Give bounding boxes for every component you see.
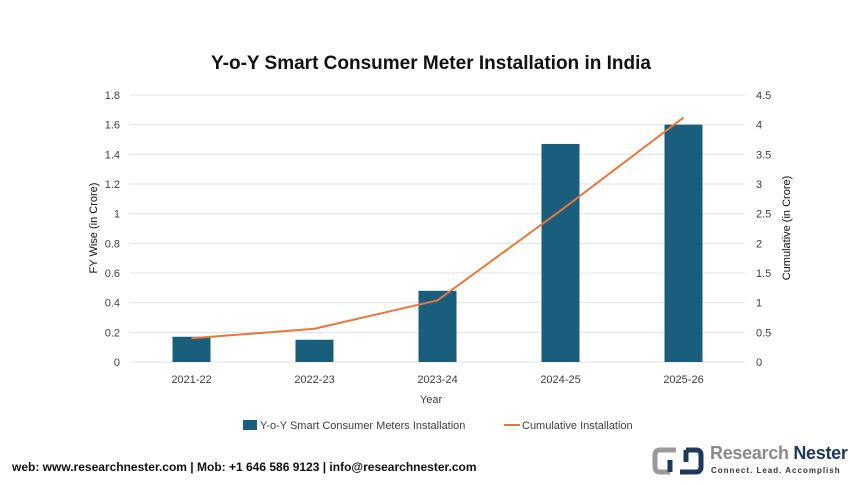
y2-tick-label: 3.5	[756, 149, 771, 161]
x-axis-label: Year	[420, 394, 443, 406]
y2-tick-label: 4	[756, 120, 762, 132]
chart-title: Y-o-Y Smart Consumer Meter Installation …	[211, 53, 651, 74]
x-tick-label: 2024-25	[540, 374, 580, 386]
legend-bar-label: Y-o-Y Smart Consumer Meters Installation	[260, 420, 465, 432]
logo-name: Research Nester	[710, 443, 848, 463]
y2-axis-label: Cumulative (in Crore)	[781, 176, 793, 281]
y2-tick-label: 1.5	[756, 268, 771, 280]
footer-contact: web: www.researchnester.com | Mob: +1 64…	[12, 460, 477, 474]
bar	[418, 290, 457, 362]
y-tick-label: 1.8	[105, 90, 120, 102]
y-tick-label: 0.8	[105, 238, 120, 250]
y-tick-label: 1.6	[105, 120, 120, 132]
y2-tick-label: 0.5	[756, 327, 771, 339]
y2-tick-label: 4.5	[756, 90, 771, 102]
x-tick-label: 2021-22	[171, 374, 211, 386]
logo-tagline: Connect. Lead. Accomplish	[711, 466, 841, 475]
x-tick-label: 2022-23	[294, 374, 334, 386]
y2-tick-label: 2	[756, 238, 762, 250]
y-tick-label: 0	[114, 357, 120, 369]
x-tick-label: 2025-26	[663, 374, 703, 386]
legend-line-label: Cumulative Installation	[522, 420, 633, 432]
y-tick-label: 0.6	[105, 268, 120, 280]
y-tick-label: 1	[114, 209, 120, 221]
y-axis-label: FY Wise (in Crore)	[88, 183, 100, 274]
y-tick-label: 0.2	[105, 327, 120, 339]
y2-tick-label: 3	[756, 179, 762, 191]
bar	[295, 339, 334, 362]
y-tick-label: 1.2	[105, 179, 120, 191]
legend-bar-swatch	[243, 420, 257, 430]
x-tick-label: 2023-24	[417, 374, 457, 386]
y2-tick-label: 0	[756, 357, 762, 369]
bar	[664, 124, 703, 363]
y-tick-label: 1.4	[105, 149, 120, 161]
logo-mark-icon	[652, 447, 704, 475]
y2-tick-label: 2.5	[756, 209, 771, 221]
research-nester-logo: Research Nester Connect. Lead. Accomplis…	[652, 443, 860, 479]
bar	[172, 336, 211, 362]
y2-tick-label: 1	[756, 298, 762, 310]
y-tick-label: 0.4	[105, 298, 120, 310]
bar	[541, 143, 580, 362]
